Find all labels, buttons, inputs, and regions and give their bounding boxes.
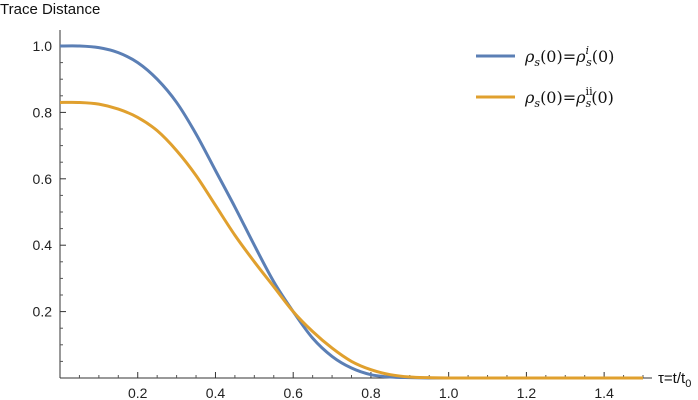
x-tick-label: 1.2 (517, 385, 537, 400)
x-tick-label: 0.6 (283, 385, 303, 400)
legend-label-series-2: ρs(0)=ρii s(0) (524, 85, 614, 110)
y-tick-label: 0.6 (33, 171, 53, 187)
axes: 0.2 0.4 0.6 0.8 1.0 1.2 1.4 0.2 0.4 0.6 0.8 1.0 (33, 30, 652, 400)
series-line-2 (59, 100, 643, 380)
legend: ρs(0)=ρi s(0) ρs(0)=ρii s(0) (476, 44, 614, 110)
legend-label-series-1: ρs(0)=ρi s(0) (524, 44, 614, 69)
x-tick-label: 0.4 (206, 385, 226, 400)
x-tick-label: 0.8 (361, 385, 381, 400)
series-layer (59, 44, 643, 380)
y-axis-title: Trace Distance (0, 1, 100, 18)
y-tick-label: 0.4 (33, 237, 53, 253)
x-tick-label: 1.4 (594, 385, 614, 400)
x-tick-label: 1.0 (439, 385, 459, 400)
y-tick-label: 0.2 (33, 304, 53, 320)
x-tick-label: 0.2 (128, 385, 148, 400)
y-tick-label: 0.8 (33, 104, 53, 120)
x-axis-title: τ=t/t0 (658, 370, 691, 390)
y-tick-label: 1.0 (33, 38, 53, 54)
